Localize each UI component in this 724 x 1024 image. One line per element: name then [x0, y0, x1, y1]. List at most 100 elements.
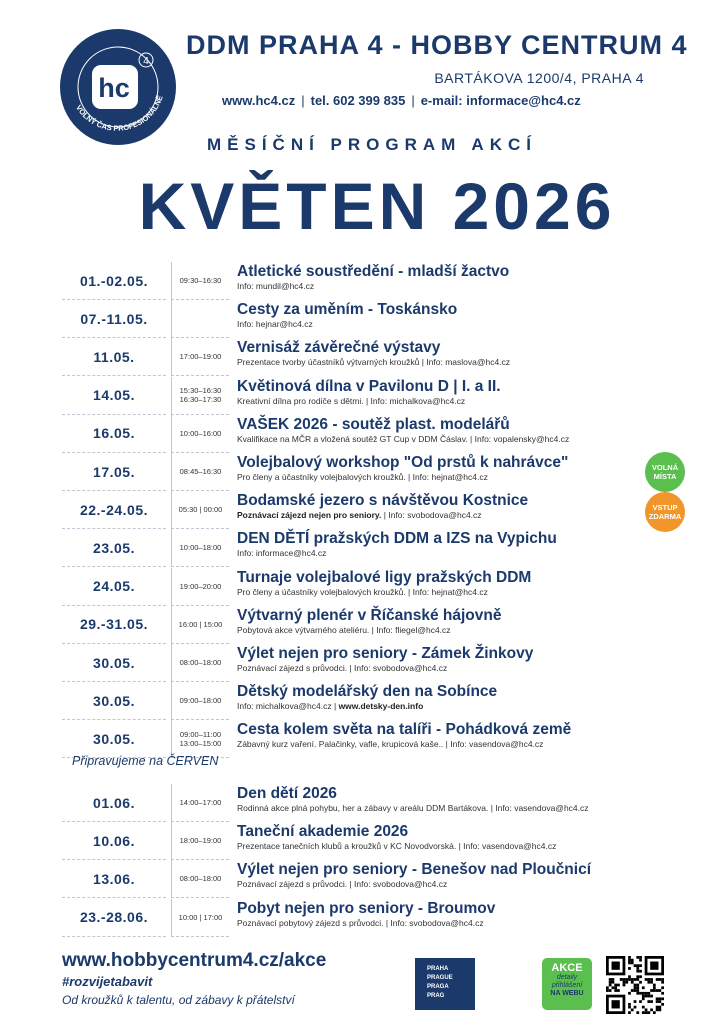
- qr-cell: [644, 1011, 648, 1014]
- event-row: 14.05. 15:30–16:30 16:30–17:30 Květinová dí…: [62, 376, 662, 415]
- praha-line: PRAGA: [427, 984, 449, 990]
- event: Květinová dílna v Pavilonu D | I. a II. K…: [237, 377, 501, 407]
- event-title: Výlet nejen pro seniory - Zámek Žinkovy: [237, 645, 534, 662]
- qr-cell: [608, 980, 612, 984]
- qr-cell: [647, 994, 651, 998]
- event-info-text: Kvalifikace na MČR a vložená soutěž GT C…: [237, 433, 570, 444]
- event: Výlet nejen pro seniory - Zámek Žinkovy P…: [237, 644, 533, 674]
- logo-number: 4: [143, 56, 149, 67]
- qr-cell: [622, 978, 626, 981]
- event-info: Prezentace tanečních klubů a kroužků v K…: [237, 841, 556, 852]
- event-info: Poznávací zájezd nejen pro seniory. | In…: [237, 510, 528, 521]
- event-title: Vernisáž závěrečné výstavy: [237, 339, 441, 357]
- qr-code[interactable]: [606, 956, 664, 1014]
- qr-cell: [652, 983, 656, 987]
- qr-cell: [636, 956, 640, 959]
- event-date: 22.-24.05.: [62, 491, 166, 530]
- org-name: DDM PRAHA 4 - HOBBY CENTRUM 4: [186, 30, 688, 60]
- qr-cell: [630, 961, 634, 965]
- akce-badge[interactable]: AKCE detaily přihlášení NA WEBU: [542, 958, 592, 1010]
- time-line: 16:00 | 15:00: [178, 619, 223, 629]
- event-title: Pobyt nejen pro seniory - Broumov: [237, 899, 496, 917]
- event-info-text: Info: hejnar@hc4.cz: [237, 319, 313, 330]
- qr-cell: [633, 978, 637, 981]
- event-date: 29.-31.05.: [62, 606, 166, 644]
- event-info-text: Prezentace tanečních klubů a kroužků v K…: [237, 841, 557, 852]
- time-line: 10:00 | 17:00: [178, 912, 223, 922]
- qr-cell: [633, 983, 637, 987]
- event-time: 08:00–18:00: [171, 860, 229, 899]
- praha-line: PRAG: [427, 993, 445, 999]
- event-date: 30.05.: [62, 644, 166, 682]
- event-title: Bodamské jezero s návštěvou Kostnice: [237, 492, 529, 510]
- event-info-text: Poznávací zájezd s průvodci. | Info: svo…: [237, 879, 448, 890]
- qr-cell: [644, 1008, 648, 1012]
- event-info: Pro členy a účastníky volejbalových krou…: [237, 472, 568, 483]
- event-title: Turnaje volejbalové ligy pražských DDM: [237, 568, 532, 586]
- qr-cell: [661, 980, 664, 984]
- qr-cell: [658, 1000, 662, 1003]
- event: Cesta kolem světa na talíři - Pohádková …: [237, 720, 571, 750]
- qr-cell: [636, 986, 640, 990]
- event-time: 10:00–16:00: [171, 414, 229, 453]
- qr-cell: [630, 1008, 634, 1012]
- qr-cell: [658, 1005, 662, 1009]
- qr-cell: [650, 989, 653, 992]
- qr-cell: [611, 978, 615, 981]
- web: www.hc4.cz: [222, 93, 296, 108]
- qr-cell: [611, 1000, 620, 1009]
- qr-cell: [644, 991, 648, 995]
- qr-cell: [636, 983, 640, 987]
- qr-cell: [633, 986, 637, 990]
- akce-web: NA WEBU: [550, 990, 584, 997]
- praha-line: PRAHA: [427, 966, 449, 972]
- time-line: 16:30–17:30: [179, 395, 222, 405]
- qr-cell: [641, 1011, 645, 1014]
- qr-cell: [655, 997, 659, 1001]
- qr-cell: [622, 980, 626, 984]
- event-time: 05:30 | 00:00: [171, 491, 229, 530]
- time-line: 10:00–16:00: [179, 428, 222, 438]
- event-time: 09:30–16:30: [171, 262, 229, 300]
- event-date: 17.05.: [62, 453, 166, 491]
- qr-cell: [608, 983, 612, 987]
- event-row: 30.05. 09:00–18:00 Dětský modelářský den n…: [62, 682, 662, 721]
- qr-cell: [655, 1000, 659, 1003]
- event-date: 01.06.: [62, 784, 166, 822]
- event-info: Info: mundil@hc4.cz: [237, 281, 509, 292]
- qr-cell: [644, 978, 648, 981]
- qr-cell: [630, 980, 634, 984]
- event: Pobyt nejen pro seniory - Broumov Poznáva…: [237, 899, 495, 929]
- event-title: VAŠEK 2026 - soutěž plast. modelářů: [237, 415, 510, 433]
- event-date: 01.-02.05.: [62, 262, 166, 300]
- event-info: Kvalifikace na MČR a vložená soutěž GT C…: [237, 434, 569, 445]
- qr-cell: [633, 1005, 637, 1009]
- time-line: 09:30–16:30: [179, 276, 222, 285]
- event: Bodamské jezero s návštěvou Kostnice Pozn…: [237, 491, 528, 521]
- subtitle: MĚSÍČNÍ PROGRAM AKCÍ: [207, 135, 537, 154]
- qr-cell: [658, 989, 662, 992]
- qr-cell: [639, 975, 642, 979]
- qr-cell: [636, 967, 640, 970]
- qr-cell: [639, 980, 642, 984]
- event-date: 10.06.: [62, 822, 166, 861]
- event-title: Cesty za uměním - Toskánsko: [237, 301, 458, 319]
- event-info: Info: hejnar@hc4.cz: [237, 319, 457, 330]
- event-time: 19:00–20:00: [171, 567, 229, 606]
- qr-cell: [652, 986, 656, 990]
- qr-cell: [639, 958, 642, 962]
- qr-cell: [652, 1011, 656, 1014]
- qr-cell: [633, 1000, 637, 1003]
- event-info: Poznávací zájezd s průvodci. | Info: svo…: [237, 879, 591, 890]
- qr-cell: [650, 1000, 653, 1003]
- event-info-text: Pro členy a účastníky volejbalových krou…: [237, 586, 488, 597]
- event-info-text: Info: informace@hc4.cz: [237, 548, 327, 559]
- qr-cell: [611, 986, 615, 990]
- time-line: 13:00–15:00: [179, 738, 222, 748]
- qr-cell: [641, 986, 645, 990]
- time-line: 08:00–18:00: [179, 874, 222, 884]
- event-row: 16.05. 10:00–16:00 VAŠEK 2026 - soutěž pla…: [62, 414, 662, 453]
- event-info-text: Poznávací zájezd s průvodci. | Info: svo…: [237, 663, 448, 673]
- event-info-text: Kreativní dílna pro rodiče s dětmi. | In…: [237, 395, 466, 406]
- footer-url[interactable]: www.hobbycentrum4.cz/akce: [62, 950, 327, 971]
